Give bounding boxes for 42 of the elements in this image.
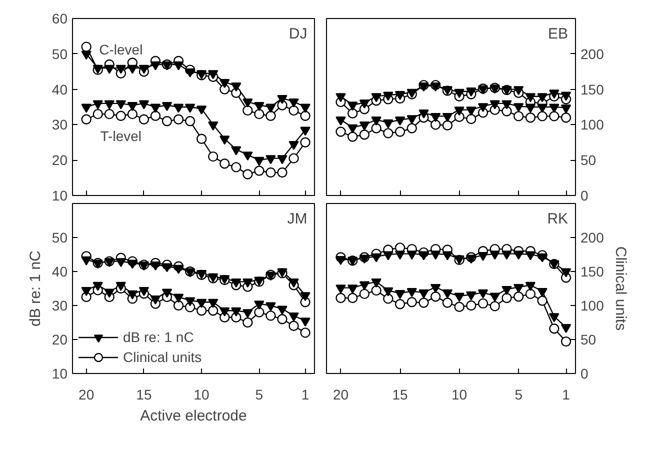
x-tick-label: 10: [452, 386, 468, 402]
text: RK: [547, 210, 568, 228]
y-tick-label: 40: [52, 81, 68, 98]
y-tick-label: 20: [52, 152, 68, 168]
legend-label: Clinical units: [123, 349, 202, 365]
y-tick-label: 100: [580, 298, 604, 314]
y-tick-label: 50: [52, 46, 68, 62]
y-tick-label: 0: [580, 188, 588, 204]
x-axis-title: Active electrode: [140, 408, 247, 424]
x-tick-label: 1: [301, 386, 310, 402]
x-tick-label: 20: [332, 386, 349, 402]
y-tick-label: 100: [580, 116, 604, 133]
y-tick-label: 200: [580, 46, 604, 62]
y-tick-label: 30: [52, 298, 68, 314]
text: DJ: [288, 26, 308, 43]
y-tick-label: 0: [580, 366, 588, 382]
y-tick-label: 150: [580, 81, 604, 98]
y-tick-label: 50: [580, 152, 596, 168]
text: JM: [287, 210, 308, 228]
annotation: T-level: [100, 128, 142, 144]
x-tick-label: 1: [562, 386, 570, 402]
legend-label: dB re: 1 nC: [123, 329, 194, 345]
y-tick-label: 200: [580, 230, 604, 246]
x-tick-label: 5: [255, 386, 264, 402]
y-axis-title: Clinical units: [612, 246, 629, 331]
x-tick-label: 15: [392, 386, 408, 402]
y-tick-label: 30: [52, 116, 68, 133]
y-axis-title: dB re: 1 nC: [26, 250, 44, 326]
x-tick-label: 10: [194, 386, 210, 402]
x-tick-label: 20: [78, 386, 94, 402]
y-tick-label: 40: [52, 264, 68, 280]
x-tick-label: 15: [136, 386, 152, 402]
y-tick-label: 50: [580, 332, 596, 348]
y-tick-label: 50: [52, 230, 68, 246]
x-tick-label: 5: [514, 386, 523, 402]
text: EB: [548, 26, 568, 43]
annotation: C-level: [99, 41, 143, 58]
y-tick-label: 10: [52, 366, 68, 382]
y-tick-label: 150: [580, 264, 604, 280]
y-tick-label: 20: [52, 332, 68, 348]
y-tick-label: 10: [52, 188, 68, 204]
y-tick-label: 60: [52, 10, 68, 26]
